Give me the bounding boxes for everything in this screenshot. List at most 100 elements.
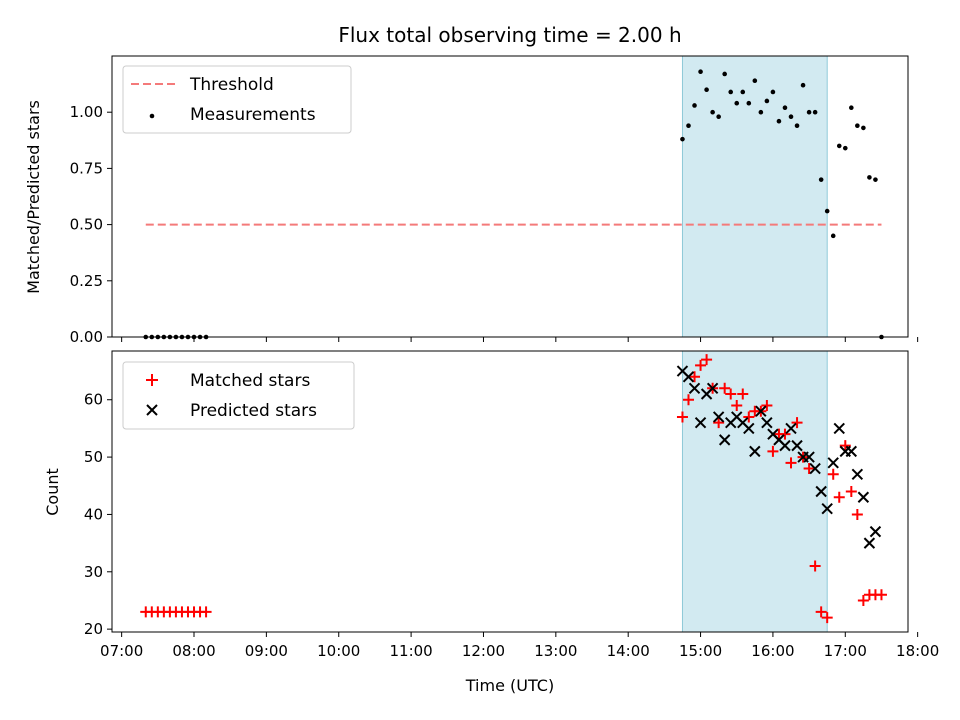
ratio-panel-point-0-25 xyxy=(764,98,770,104)
count-panel-point-0-29 xyxy=(785,457,797,469)
count-panel-shade xyxy=(681,350,828,633)
count-panel-point-1-2 xyxy=(688,382,701,394)
count-panel-point-0-20 xyxy=(731,399,743,411)
ratio-legend-box xyxy=(122,65,352,134)
count-panel: 07:00 08:00 09:00 10:00 11:00 12:00 13:00 14:00… xyxy=(43,350,939,660)
ratio-panel-ytick-label-2: 0.50 xyxy=(70,216,103,234)
ratio-panel-point-0-37 xyxy=(836,143,842,149)
ratio-panel-point-0-13 xyxy=(692,103,697,108)
count-panel-point-1-7 xyxy=(718,434,731,446)
x-tick-label-7: 14:00 xyxy=(607,642,650,660)
ratio-panel-point-0-26 xyxy=(770,89,776,95)
ratio-panel-point-0-36 xyxy=(830,233,836,239)
ratio-panel-ytick-label-4: 1.00 xyxy=(70,103,103,121)
ratio-panel-point-0-21 xyxy=(740,89,746,95)
count-panel-frame xyxy=(111,350,909,633)
ratio-panel-point-0-23 xyxy=(752,78,758,84)
ratio-legend-measurements-swatch xyxy=(149,113,155,119)
count-panel-point-1-26 xyxy=(833,422,845,435)
count-panel-point-0-18 xyxy=(719,382,731,394)
count-legend-matched-label: Matched stars xyxy=(190,371,310,391)
ratio-panel-point-0-22 xyxy=(746,100,752,106)
count-panel-ytick-label-2: 40 xyxy=(84,505,103,523)
count-panel-point-1-32 xyxy=(869,525,882,538)
ratio-panel-point-0-41 xyxy=(861,125,866,131)
count-panel-point-0-19 xyxy=(725,388,737,400)
ratio-panel-point-0-14 xyxy=(698,69,703,75)
count-panel-point-0-37 xyxy=(833,491,845,503)
ratio-panel-point-0-24 xyxy=(758,109,764,115)
count-panel-point-1-6 xyxy=(712,411,725,423)
count-panel-point-0-32 xyxy=(803,463,815,475)
count-panel-point-0-30 xyxy=(791,417,803,429)
x-tick-label-5: 12:00 xyxy=(462,642,505,660)
ratio-panel: 0.00 0.25 0.50 0.75 1.00 Matched/Predicted s… xyxy=(24,55,919,346)
count-legend-box xyxy=(122,361,355,430)
ratio-panel-point-0-20 xyxy=(734,100,740,106)
count-panel-point-1-22 xyxy=(809,462,821,475)
ratio-panel-point-0-17 xyxy=(716,114,721,119)
ratio-legend-threshold-label: Threshold xyxy=(189,75,274,95)
count-panel-point-1-1 xyxy=(682,371,695,383)
count-panel-point-0-13 xyxy=(689,371,701,383)
x-tick-label-4: 11:00 xyxy=(389,642,432,660)
count-panel-point-0-44 xyxy=(875,589,887,601)
count-panel-point-0-28 xyxy=(779,428,791,440)
count-panel-point-1-21 xyxy=(803,451,815,463)
ratio-panel-point-0-40 xyxy=(855,123,860,128)
ratio-panel-point-0-18 xyxy=(722,71,727,77)
ratio-panel-ytick-label-1: 0.25 xyxy=(70,272,103,290)
count-panel-point-1-19 xyxy=(791,439,803,452)
ratio-panel-frame xyxy=(111,55,909,338)
count-legend: Matched stars Predicted stars xyxy=(122,361,355,430)
ratio-panel-point-0-19 xyxy=(728,89,734,95)
count-panel-point-1-31 xyxy=(863,537,876,549)
count-panel-point-1-5 xyxy=(706,382,719,394)
count-panel-point-0-22 xyxy=(743,411,755,423)
ratio-panel-point-0-42 xyxy=(867,175,872,180)
ratio-panel-point-0-30 xyxy=(794,123,800,128)
count-panel-point-0-17 xyxy=(713,417,725,429)
ratio-panel-ytick-label-3: 0.75 xyxy=(70,159,103,177)
x-tick-label-10: 17:00 xyxy=(824,642,867,660)
count-panel-point-0-21 xyxy=(737,388,749,400)
ratio-panel-point-0-28 xyxy=(782,105,788,111)
ratio-panel-point-0-16 xyxy=(710,109,715,115)
count-panel-point-0-39 xyxy=(845,486,857,497)
x-tick-label-1: 08:00 xyxy=(172,642,215,660)
ratio-panel-point-0-35 xyxy=(824,208,830,214)
count-panel-point-0-36 xyxy=(827,468,839,480)
count-panel-ytick-label-1: 30 xyxy=(84,563,103,581)
count-panel-point-0-12 xyxy=(682,394,694,406)
ratio-panel-point-0-34 xyxy=(818,177,824,182)
count-panel-point-1-25 xyxy=(827,457,839,469)
ratio-panel-ytick-label-0: 0.00 xyxy=(70,328,103,346)
ratio-panel-ylabel: Matched/Predicted stars xyxy=(24,100,43,294)
count-legend-predicted-swatch xyxy=(146,404,158,416)
ratio-panel-point-0-38 xyxy=(842,145,848,151)
x-axis-label: Time (UTC) xyxy=(465,676,554,695)
ratio-panel-point-0-12 xyxy=(686,123,691,128)
count-panel-point-1-17 xyxy=(779,439,791,452)
count-panel-ytick-label-4: 60 xyxy=(84,391,103,409)
ratio-panel-point-0-29 xyxy=(788,114,794,119)
count-panel-ytick-label-3: 50 xyxy=(84,448,103,466)
chart-title: Flux total observing time = 2.00 h xyxy=(338,23,681,47)
count-panel-point-0-33 xyxy=(809,560,821,572)
x-tick-label-3: 10:00 xyxy=(317,642,360,660)
ratio-legend: Threshold Measurements xyxy=(122,65,352,134)
count-legend-matched-swatch xyxy=(146,374,158,386)
count-panel-point-0-14 xyxy=(695,359,707,371)
count-panel-point-1-18 xyxy=(785,422,797,435)
count-legend-predicted-label: Predicted stars xyxy=(190,401,317,421)
x-tick-label-8: 15:00 xyxy=(679,642,722,660)
ratio-panel-shade xyxy=(681,55,828,338)
count-panel-point-1-13 xyxy=(755,405,767,417)
ratio-panel-point-0-39 xyxy=(849,105,854,111)
count-panel-ylabel: Count xyxy=(43,468,62,516)
x-tick-label-9: 16:00 xyxy=(751,642,794,660)
ratio-panel-point-0-27 xyxy=(776,118,782,124)
count-panel-point-1-11 xyxy=(743,422,755,435)
count-panel-ytick-label-0: 20 xyxy=(84,620,103,638)
